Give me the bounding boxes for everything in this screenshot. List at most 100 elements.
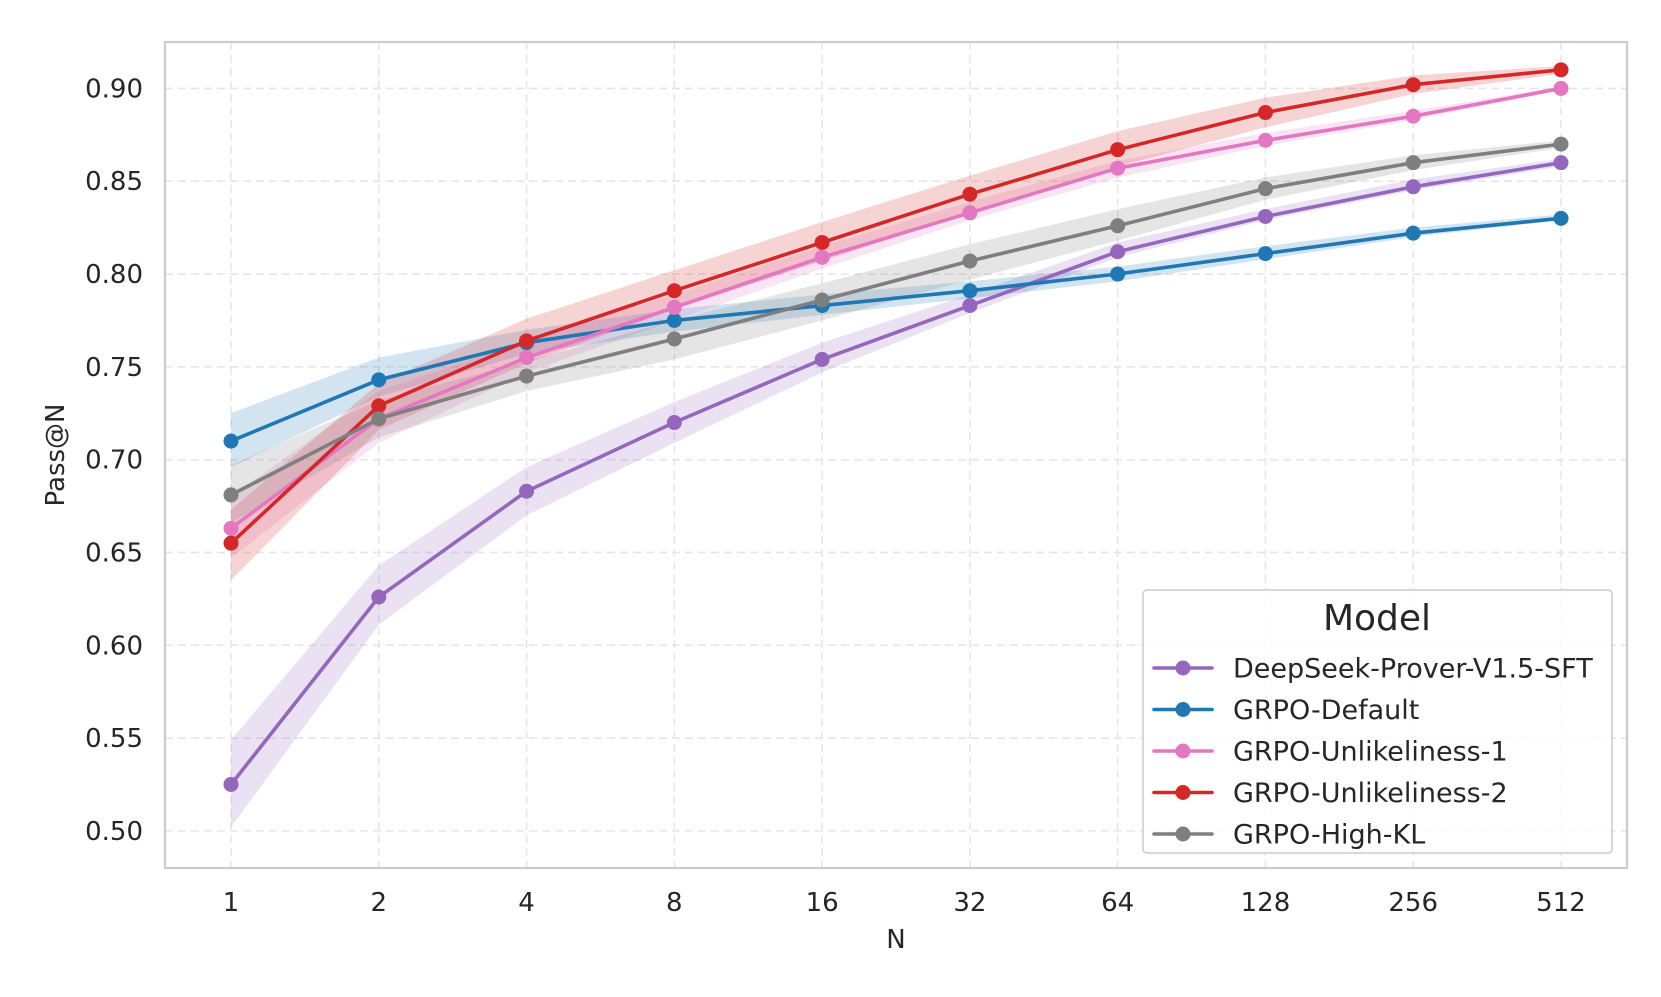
- line-grpo-high-kl: [229, 142, 1563, 497]
- legend-label: GRPO-High-KL: [1233, 820, 1425, 851]
- x-tick-label: 64: [1101, 888, 1134, 918]
- point-deepseek-prover-v1-5-sft: [1405, 179, 1421, 195]
- legend-title: Model: [1323, 598, 1431, 639]
- point-grpo-unlikeliness-2: [371, 398, 387, 414]
- series-lines: [229, 68, 1563, 787]
- point-grpo-default: [1257, 246, 1273, 262]
- line-grpo-default: [229, 216, 1563, 443]
- point-grpo-unlikeliness-2: [666, 283, 682, 299]
- point-grpo-unlikeliness-1: [1110, 160, 1126, 176]
- point-grpo-default: [666, 312, 682, 328]
- legend-marker: [1175, 826, 1191, 842]
- y-tick-label: 0.65: [85, 538, 143, 568]
- point-deepseek-prover-v1-5-sft: [1257, 208, 1273, 224]
- series-points: [223, 62, 1569, 792]
- point-grpo-unlikeliness-2: [519, 333, 535, 349]
- x-tick-label: 2: [371, 888, 388, 918]
- point-grpo-default: [1110, 266, 1126, 282]
- point-grpo-default: [962, 283, 978, 299]
- legend-item-grpo-high-kl: GRPO-High-KL: [1152, 820, 1425, 851]
- legend-marker: [1175, 743, 1191, 759]
- point-deepseek-prover-v1-5-sft: [1553, 155, 1569, 171]
- x-axis-label: N: [886, 925, 905, 955]
- point-grpo-high-kl: [1553, 136, 1569, 152]
- legend: Model DeepSeek-Prover-V1.5-SFT GRPO-Defau…: [1142, 589, 1613, 854]
- point-grpo-unlikeliness-2: [814, 234, 830, 250]
- x-tick-label: 4: [518, 888, 535, 918]
- point-deepseek-prover-v1-5-sft: [962, 298, 978, 314]
- y-tick-label: 0.85: [85, 167, 143, 197]
- point-grpo-high-kl: [223, 487, 239, 503]
- y-axis-label: Pass@N: [41, 404, 71, 507]
- y-tick-label: 0.50: [85, 817, 143, 847]
- x-tick-label: 32: [953, 888, 986, 918]
- y-tick-label: 0.75: [85, 353, 143, 383]
- y-tick-label: 0.55: [85, 724, 143, 754]
- legend-item-grpo-unlikeliness-1: GRPO-Unlikeliness-1: [1152, 737, 1508, 768]
- point-grpo-unlikeliness-1: [1553, 80, 1569, 96]
- point-grpo-unlikeliness-1: [223, 520, 239, 536]
- y-tick-label: 0.90: [85, 74, 143, 104]
- point-grpo-unlikeliness-1: [1405, 108, 1421, 124]
- point-deepseek-prover-v1-5-sft: [223, 776, 239, 792]
- point-grpo-high-kl: [1405, 155, 1421, 171]
- legend-label: GRPO-Unlikeliness-1: [1233, 737, 1508, 768]
- x-tick-label: 1: [223, 888, 240, 918]
- legend-label: GRPO-Unlikeliness-2: [1233, 778, 1508, 809]
- legend-entries: DeepSeek-Prover-V1.5-SFT GRPO-Default GRPO…: [1152, 654, 1593, 851]
- point-grpo-unlikeliness-1: [962, 205, 978, 221]
- point-deepseek-prover-v1-5-sft: [666, 415, 682, 431]
- point-grpo-unlikeliness-1: [814, 249, 830, 265]
- point-grpo-unlikeliness-2: [1553, 62, 1569, 78]
- point-grpo-unlikeliness-2: [223, 535, 239, 551]
- x-tick-label: 16: [806, 888, 839, 918]
- point-grpo-default: [1405, 225, 1421, 241]
- point-grpo-unlikeliness-1: [519, 350, 535, 366]
- legend-box: [1142, 589, 1613, 854]
- legend-item-deepseek-prover-v1-5-sft: DeepSeek-Prover-V1.5-SFT: [1152, 654, 1593, 685]
- point-grpo-high-kl: [371, 411, 387, 427]
- point-grpo-high-kl: [1110, 218, 1126, 234]
- legend-label: GRPO-Default: [1233, 695, 1419, 726]
- line-grpo-unlikeliness-2: [229, 68, 1563, 546]
- point-grpo-unlikeliness-2: [962, 186, 978, 202]
- point-grpo-default: [223, 433, 239, 449]
- point-deepseek-prover-v1-5-sft: [371, 589, 387, 605]
- legend-marker: [1175, 702, 1191, 717]
- x-tick-label: 512: [1536, 888, 1586, 918]
- plot-frame: [163, 40, 1629, 870]
- legend-marker: [1175, 785, 1191, 800]
- point-grpo-high-kl: [814, 292, 830, 308]
- point-deepseek-prover-v1-5-sft: [814, 351, 830, 367]
- x-tick-label: 128: [1241, 888, 1291, 918]
- point-grpo-unlikeliness-1: [1257, 132, 1273, 148]
- point-grpo-default: [1553, 210, 1569, 226]
- legend-label: DeepSeek-Prover-V1.5-SFT: [1233, 654, 1593, 685]
- y-axis-ticks: 0.50 0.55 0.60 0.65 0.70 0.75 0.80 0.85 0.90: [85, 74, 143, 846]
- band-grpo-default: [231, 214, 1561, 468]
- y-tick-label: 0.80: [85, 260, 143, 290]
- x-axis-ticks: 1 2 4 8 16 32 64 128 256 512: [223, 888, 1586, 918]
- point-deepseek-prover-v1-5-sft: [519, 483, 535, 499]
- point-grpo-default: [371, 372, 387, 388]
- line-deepseek-prover-v1-5-sft: [229, 160, 1563, 787]
- point-grpo-unlikeliness-2: [1110, 142, 1126, 158]
- band-deepseek-prover-v1-5-sft: [231, 158, 1561, 828]
- point-grpo-unlikeliness-1: [666, 299, 682, 315]
- y-tick-label: 0.70: [85, 446, 143, 476]
- legend-item-grpo-unlikeliness-2: GRPO-Unlikeliness-2: [1152, 778, 1508, 809]
- x-tick-label: 256: [1388, 888, 1438, 918]
- line-grpo-unlikeliness-1: [229, 86, 1563, 531]
- point-grpo-high-kl: [962, 253, 978, 269]
- legend-marker: [1175, 660, 1191, 676]
- legend-item-grpo-default: GRPO-Default: [1152, 695, 1419, 726]
- point-grpo-high-kl: [1257, 181, 1273, 197]
- x-tick-label: 8: [666, 888, 683, 918]
- y-tick-label: 0.60: [85, 631, 143, 661]
- point-grpo-high-kl: [519, 368, 535, 384]
- point-grpo-high-kl: [666, 331, 682, 347]
- point-deepseek-prover-v1-5-sft: [1110, 244, 1126, 260]
- point-grpo-unlikeliness-2: [1257, 105, 1273, 121]
- point-grpo-unlikeliness-2: [1405, 77, 1421, 93]
